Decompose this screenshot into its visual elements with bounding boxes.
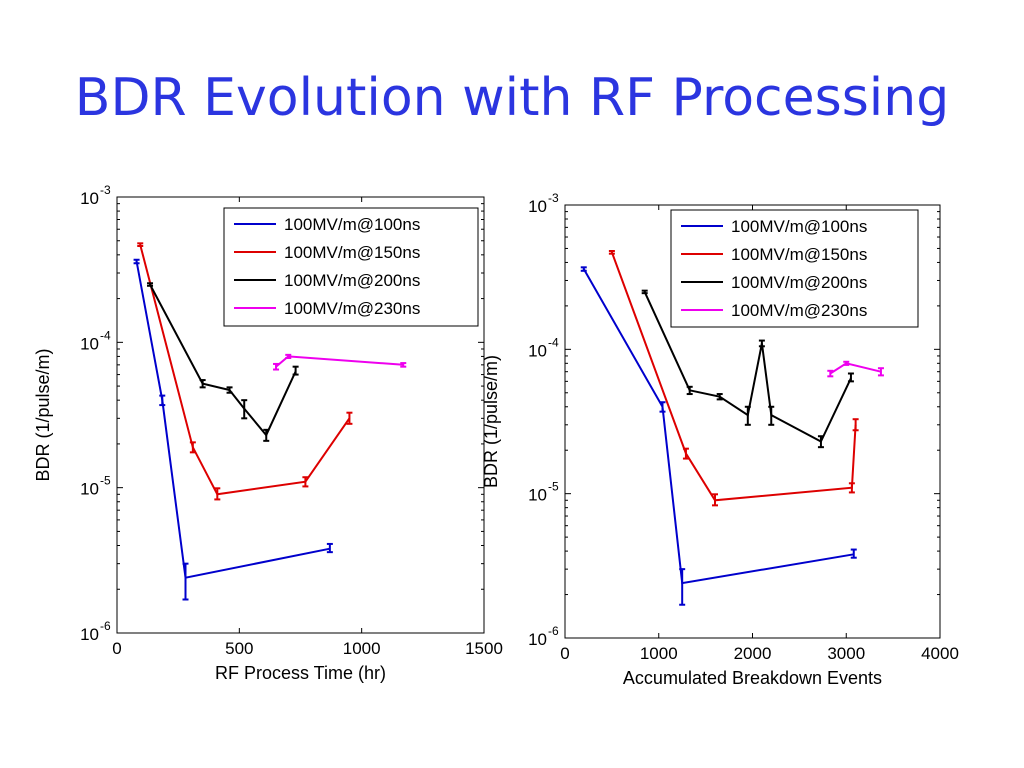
y-tick-label-exponent: -4 xyxy=(100,328,111,342)
legend-entry: 100MV/m@100ns xyxy=(284,215,420,234)
y-axis-label: BDR (1/pulse/m) xyxy=(481,355,501,488)
y-tick-label-exponent: -3 xyxy=(548,191,559,205)
x-tick-label: 1000 xyxy=(343,639,381,658)
x-axis-label: RF Process Time (hr) xyxy=(215,663,386,683)
x-tick-label: 3000 xyxy=(827,644,865,663)
legend-box xyxy=(223,207,479,327)
x-tick-label: 500 xyxy=(225,639,253,658)
y-tick-label-base: 10 xyxy=(80,189,99,208)
y-tick-label-exponent: -5 xyxy=(100,474,111,488)
slide-title: BDR Evolution with RF Processing xyxy=(74,68,950,128)
y-tick-label-base: 10 xyxy=(80,334,99,353)
y-tick-label-base: 10 xyxy=(528,197,547,216)
y-tick-label-exponent: -6 xyxy=(548,624,559,638)
legend-entry: 100MV/m@200ns xyxy=(731,273,867,292)
x-tick-label: 1500 xyxy=(465,639,503,658)
x-tick-label: 2000 xyxy=(734,644,772,663)
series-line xyxy=(582,268,854,585)
y-tick-label-base: 10 xyxy=(528,630,547,649)
x-tick-label: 4000 xyxy=(921,644,959,663)
y-tick-label-exponent: -4 xyxy=(548,335,559,349)
y-tick-label-base: 10 xyxy=(80,480,99,499)
legend-entry: 100MV/m@200ns xyxy=(284,271,420,290)
x-tick-label: 1000 xyxy=(640,644,678,663)
series-line xyxy=(135,261,331,579)
x-tick-label: 0 xyxy=(112,639,121,658)
y-axis-label: BDR (1/pulse/m) xyxy=(33,348,53,481)
series-line xyxy=(149,284,297,437)
legend-box xyxy=(670,209,919,328)
legend-entry: 100MV/m@150ns xyxy=(731,245,867,264)
series-line xyxy=(643,291,852,443)
y-tick-label-exponent: -5 xyxy=(548,480,559,494)
legend-entry: 100MV/m@230ns xyxy=(731,301,867,320)
y-tick-label-exponent: -3 xyxy=(100,183,111,197)
y-tick-label-base: 10 xyxy=(528,486,547,505)
legend-entry: 100MV/m@230ns xyxy=(284,299,420,318)
y-tick-label-base: 10 xyxy=(528,341,547,360)
legend-entry: 100MV/m@100ns xyxy=(731,217,867,236)
y-tick-label-base: 10 xyxy=(80,625,99,644)
legend-entry: 100MV/m@150ns xyxy=(284,243,420,262)
y-tick-label-exponent: -6 xyxy=(100,619,111,633)
x-axis-label: Accumulated Breakdown Events xyxy=(623,668,882,688)
x-tick-label: 0 xyxy=(560,644,569,663)
